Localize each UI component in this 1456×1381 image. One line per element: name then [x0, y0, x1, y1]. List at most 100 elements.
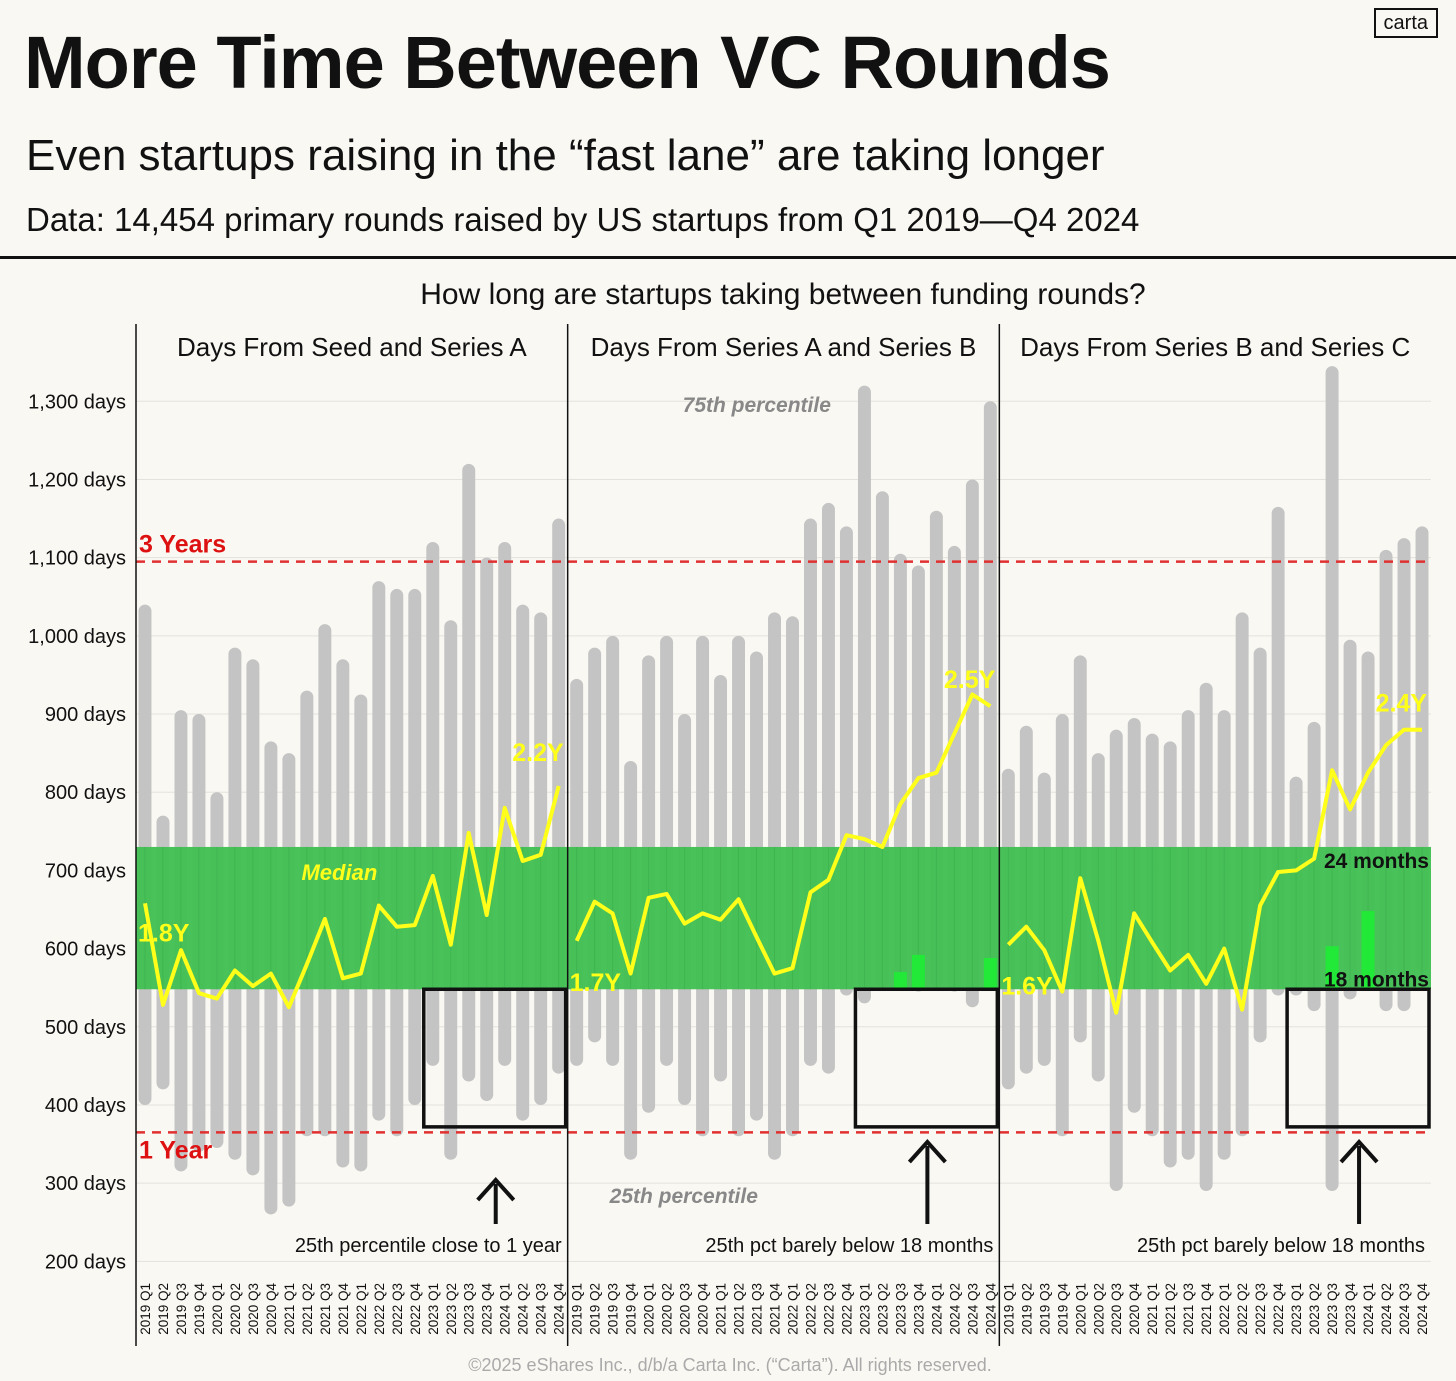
page-title: More Time Between VC Rounds [24, 21, 1111, 104]
x-tick-label: 2019 Q3 [1037, 1283, 1052, 1335]
x-tick-label: 2024 Q1 [1361, 1283, 1376, 1335]
page-subtitle: Even startups raising in the “fast lane”… [26, 131, 1105, 180]
band-top-label: 24 months [1324, 850, 1429, 873]
y-tick-label: 1,000 days [28, 626, 126, 648]
x-tick-label: 2019 Q4 [624, 1283, 639, 1335]
y-tick-label: 700 days [45, 860, 126, 882]
x-tick-label: 2023 Q1 [1289, 1283, 1304, 1335]
x-tick-label: 2019 Q4 [1055, 1283, 1070, 1335]
highlight-bar [1325, 946, 1339, 990]
x-tick-label: 2024 Q4 [983, 1283, 998, 1335]
p75-annotation: 75th percentile [683, 394, 832, 417]
arrow-note: 25th pct barely below 18 months [705, 1235, 993, 1257]
median-end-label: 2.2Y [512, 739, 564, 767]
x-tick-label: 2020 Q2 [1091, 1283, 1106, 1335]
copyright-footer: ©2025 eShares Inc., d/b/a Carta Inc. (“C… [468, 1355, 992, 1375]
focus-box [1285, 987, 1431, 1129]
band-bottom-label: 18 months [1324, 968, 1429, 991]
arrow-note: 25th pct barely below 18 months [1137, 1235, 1425, 1257]
x-tick-label: 2022 Q2 [803, 1283, 818, 1335]
x-tick-label: 2019 Q3 [606, 1283, 621, 1335]
median-start-label: 1.7Y [570, 969, 622, 997]
x-tick-label: 2019 Q2 [588, 1283, 603, 1335]
x-tick-label: 2021 Q2 [732, 1283, 747, 1335]
x-tick-label: 2024 Q3 [534, 1283, 549, 1335]
x-tick-label: 2020 Q3 [246, 1283, 261, 1335]
panel-title: Days From Series B and Series C [1020, 332, 1410, 362]
x-tick-label: 2023 Q2 [444, 1283, 459, 1335]
x-tick-label: 2022 Q3 [390, 1283, 405, 1335]
x-tick-label: 2019 Q4 [192, 1283, 207, 1335]
y-tick-label: 600 days [45, 939, 126, 961]
median-line [143, 785, 561, 1010]
x-tick-label: 2023 Q4 [480, 1283, 495, 1335]
x-tick-label: 2024 Q4 [1415, 1283, 1430, 1335]
highlight-bar [893, 972, 907, 990]
median-start-label: 1.8Y [138, 919, 190, 947]
x-tick-label: 2022 Q4 [839, 1283, 854, 1335]
x-tick-label: 2021 Q3 [1181, 1283, 1196, 1335]
panel-frames [135, 324, 1001, 1346]
x-tick-label: 2020 Q2 [660, 1283, 675, 1335]
x-tick-label: 2020 Q1 [1073, 1283, 1088, 1335]
x-tick-label: 2021 Q3 [318, 1283, 333, 1335]
panel-title: Days From Series A and Series B [591, 332, 977, 362]
x-tick-label: 2023 Q2 [875, 1283, 890, 1335]
arrow-head [907, 1139, 947, 1164]
x-tick-label: 2020 Q2 [228, 1283, 243, 1335]
x-tick-label: 2019 Q3 [174, 1283, 189, 1335]
arrow-head [1339, 1139, 1379, 1164]
data-note: Data: 14,454 primary rounds raised by US… [26, 201, 1140, 238]
x-tick-label: 2023 Q4 [1343, 1283, 1358, 1335]
x-tick-label: 2024 Q4 [552, 1283, 567, 1335]
y-tick-label: 500 days [45, 1017, 126, 1039]
x-tick-label: 2024 Q3 [1397, 1283, 1412, 1335]
x-tick-label: 2021 Q1 [714, 1283, 729, 1335]
x-tick-label: 2022 Q1 [1217, 1283, 1232, 1335]
y-axis: 200 days 300 days 400 days 500 days 600 days… [28, 391, 126, 1273]
x-tick-label: 2024 Q2 [516, 1283, 531, 1335]
x-tick-label: 2021 Q4 [336, 1283, 351, 1335]
x-tick-label: 2023 Q3 [462, 1283, 477, 1335]
x-tick-label: 2022 Q2 [372, 1283, 387, 1335]
highlight-bar [911, 954, 925, 990]
x-tick-label: 2023 Q4 [911, 1283, 926, 1335]
panels: 1.8Y 2.2Y Median Days From Seed and Series … [136, 332, 1431, 1335]
x-tick-label: 2021 Q1 [1145, 1283, 1160, 1335]
x-tick-label: 2020 Q4 [264, 1283, 279, 1335]
x-tick-label: 2021 Q2 [1163, 1283, 1178, 1335]
y-tick-label: 400 days [45, 1095, 126, 1117]
y-tick-label: 1,200 days [28, 469, 126, 491]
x-tick-label: 2020 Q1 [642, 1283, 657, 1335]
panel-2: 1.7Y 2.5Y Days From Series A and Series B 2… [567, 332, 1000, 1335]
x-tick-label: 2022 Q2 [1235, 1283, 1250, 1335]
y-tick-label: 1,100 days [28, 548, 126, 570]
x-tick-label: 2023 Q2 [1307, 1283, 1322, 1335]
reference-label: 3 Years [139, 531, 226, 559]
x-tick-label: 2019 Q1 [138, 1283, 153, 1335]
focus-box [422, 987, 568, 1129]
y-tick-label: 200 days [45, 1251, 126, 1273]
x-tick-label: 2020 Q1 [210, 1283, 225, 1335]
highlight-bar [983, 957, 997, 990]
x-tick-label: 2024 Q2 [947, 1283, 962, 1335]
x-tick-label: 2022 Q3 [821, 1283, 836, 1335]
arrow-note: 25th percentile close to 1 year [295, 1235, 562, 1257]
x-tick-label: 2024 Q3 [965, 1283, 980, 1335]
chart-title: How long are startups taking between fun… [420, 278, 1146, 311]
panel-title: Days From Seed and Series A [177, 332, 527, 362]
x-tick-label: 2023 Q3 [893, 1283, 908, 1335]
y-tick-label: 300 days [45, 1173, 126, 1195]
y-tick-label: 1,300 days [28, 391, 126, 413]
x-tick-label: 2020 Q3 [678, 1283, 693, 1335]
highlight-bar [1361, 911, 1375, 990]
x-tick-label: 2023 Q3 [1325, 1283, 1340, 1335]
x-tick-label: 2023 Q1 [426, 1283, 441, 1335]
focus-box [853, 987, 1000, 1129]
x-tick-label: 2024 Q1 [929, 1283, 944, 1335]
carta-logo: carta [1373, 8, 1438, 38]
x-tick-label: 2022 Q4 [1271, 1283, 1286, 1335]
x-tick-label: 2019 Q1 [1001, 1283, 1016, 1335]
median-line [574, 692, 992, 976]
